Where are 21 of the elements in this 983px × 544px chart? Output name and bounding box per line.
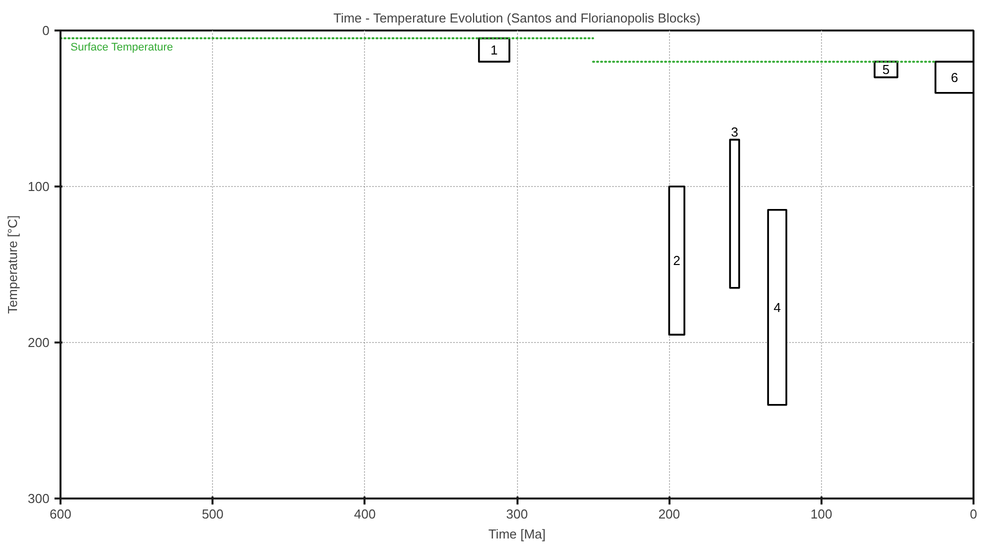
- legend-label: 4: [774, 300, 781, 315]
- legend-label: 3: [730, 124, 738, 140]
- legend-label: 2: [673, 253, 680, 268]
- y-tick-label: 200: [28, 335, 50, 350]
- x-tick-label: 400: [354, 506, 376, 522]
- x-tick-label: 600: [50, 506, 72, 522]
- series-label: Surface Temperature: [70, 41, 174, 54]
- y-tick-label: 100: [28, 179, 50, 194]
- legend-label: 5: [882, 62, 890, 77]
- y-axis-title: Temperature [°C]: [4, 215, 20, 314]
- x-tick-label: 300: [506, 506, 528, 522]
- legend-label: 6: [950, 70, 958, 85]
- chart-title: Time - Temperature Evolution (Santos and Florianopolis Blocks): [333, 10, 700, 26]
- legend-label: 1: [490, 42, 498, 58]
- y-tick-label: 0: [42, 23, 50, 38]
- x-tick-label: 500: [202, 506, 224, 522]
- x-tick-label: 200: [658, 506, 680, 522]
- x-axis-title: Time [Ma]: [488, 526, 546, 542]
- x-tick-label: 100: [810, 506, 832, 522]
- x-tick-label: 0: [970, 506, 978, 522]
- y-tick-label: 300: [28, 491, 50, 506]
